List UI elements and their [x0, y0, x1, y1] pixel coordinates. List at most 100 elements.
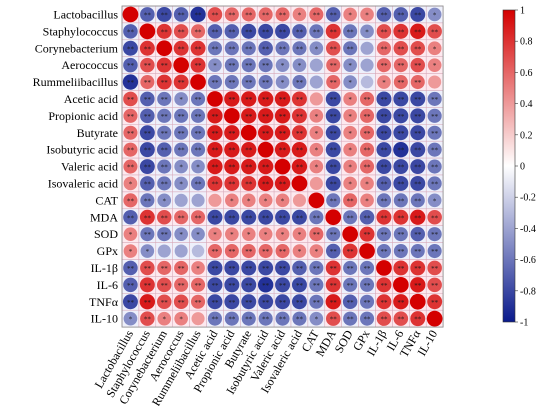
correlation-circle — [224, 244, 239, 259]
correlation-circle — [343, 109, 357, 123]
significance-mark: * — [382, 79, 386, 87]
significance-mark: ** — [380, 214, 388, 222]
significance-mark: ** — [364, 231, 372, 239]
significance-mark: ** — [313, 11, 321, 19]
correlation-circle — [309, 277, 324, 292]
significance-mark: ** — [279, 214, 287, 222]
correlation-circle — [191, 193, 205, 207]
correlation-circle — [309, 125, 324, 140]
significance-mark: ** — [397, 164, 405, 172]
colorbar-tick-label: 0.6 — [520, 68, 533, 79]
correlation-circle — [360, 41, 374, 55]
correlation-circle — [190, 57, 206, 73]
correlation-circle — [410, 193, 425, 208]
correlation-circle — [207, 244, 222, 259]
correlation-circle — [393, 91, 409, 107]
significance-mark: * — [315, 164, 319, 172]
correlation-circle — [410, 244, 425, 259]
correlation-circle — [224, 58, 239, 73]
significance-mark: ** — [397, 299, 405, 307]
significance-mark: ** — [330, 248, 338, 256]
significance-mark: ** — [279, 130, 287, 138]
significance-mark: ** — [262, 130, 270, 138]
correlation-circle — [360, 311, 375, 326]
significance-mark: ** — [296, 96, 304, 104]
correlation-circle — [257, 141, 274, 158]
correlation-circle — [410, 23, 426, 40]
correlation-circle — [241, 244, 256, 259]
significance-mark: * — [348, 62, 352, 70]
significance-mark: ** — [431, 299, 439, 307]
significance-mark: ** — [195, 62, 203, 70]
correlation-circle — [410, 125, 426, 141]
significance-mark: ** — [364, 147, 372, 155]
significance-mark: ** — [161, 265, 169, 273]
significance-mark: * — [433, 11, 437, 19]
significance-mark: * — [264, 231, 268, 239]
correlation-circle — [292, 7, 307, 22]
correlation-circle — [241, 108, 257, 124]
correlation-circle — [241, 260, 257, 276]
correlation-circle — [309, 92, 323, 106]
correlation-circle — [309, 109, 324, 123]
significance-mark: ** — [144, 62, 152, 70]
correlation-circle — [376, 142, 392, 158]
significance-mark: ** — [279, 147, 287, 155]
row-label: CAT — [95, 193, 118, 207]
correlation-circle — [274, 91, 291, 107]
correlation-circle — [393, 260, 409, 276]
correlation-circle — [207, 75, 222, 90]
correlation-circle — [157, 227, 172, 242]
significance-mark: ** — [380, 130, 388, 138]
significance-mark: ** — [296, 79, 304, 87]
correlation-circle — [123, 24, 138, 39]
significance-mark: ** — [397, 248, 405, 256]
correlation-circle — [309, 24, 324, 39]
correlation-circle — [174, 193, 188, 207]
correlation-circle — [224, 294, 240, 310]
significance-mark: ** — [245, 248, 253, 256]
significance-mark: ** — [228, 180, 236, 188]
colorbar-tick-label: -0.2 — [520, 193, 536, 204]
correlation-circle — [257, 158, 274, 175]
correlation-circle — [342, 294, 358, 310]
significance-mark: ** — [161, 164, 169, 172]
correlation-circle — [309, 260, 324, 276]
significance-mark: ** — [211, 130, 219, 138]
correlation-circle — [156, 57, 172, 73]
significance-mark: * — [315, 316, 319, 324]
significance-mark: ** — [296, 45, 304, 53]
significance-mark: ** — [161, 79, 169, 87]
correlation-circle — [207, 141, 223, 158]
correlation-circle — [191, 108, 206, 123]
significance-mark: * — [348, 164, 352, 172]
significance-mark: ** — [279, 28, 287, 36]
significance-mark: ** — [431, 265, 439, 273]
correlation-circle — [343, 176, 357, 191]
significance-mark: ** — [195, 113, 203, 121]
correlation-circle — [410, 260, 426, 276]
significance-mark: ** — [262, 79, 270, 87]
correlation-circle — [191, 227, 205, 241]
significance-mark: ** — [296, 282, 304, 290]
correlation-circle — [410, 40, 426, 56]
correlation-circle — [139, 125, 155, 141]
correlation-circle — [207, 125, 223, 141]
significance-mark: ** — [397, 96, 405, 104]
correlation-circle — [393, 193, 408, 208]
correlation-circle — [123, 311, 138, 326]
significance-mark: ** — [195, 282, 203, 290]
correlation-circle — [291, 277, 307, 293]
significance-mark: ** — [245, 147, 253, 155]
significance-mark: ** — [262, 62, 270, 70]
correlation-circle — [427, 294, 443, 310]
correlation-circle — [139, 294, 156, 310]
correlation-circle — [360, 7, 374, 22]
correlation-circle — [360, 294, 375, 309]
significance-mark: ** — [127, 282, 135, 290]
correlation-circle — [427, 7, 442, 22]
correlation-circle — [427, 277, 442, 293]
correlation-circle — [207, 311, 222, 326]
correlation-circle — [123, 108, 138, 123]
correlation-circle — [275, 58, 290, 72]
